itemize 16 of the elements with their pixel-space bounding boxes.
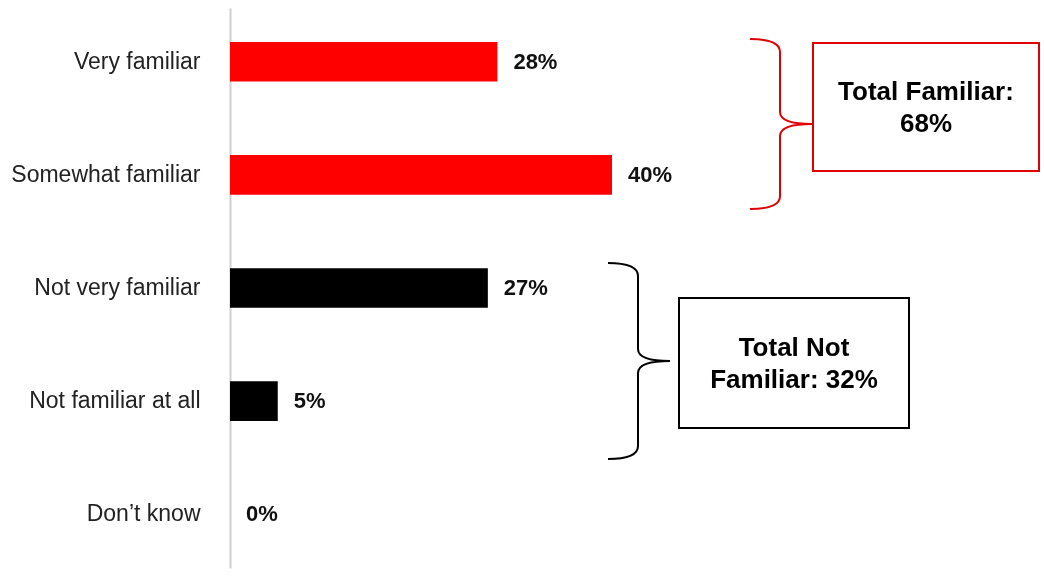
y-tick-label: Very familiar <box>73 47 201 74</box>
y-tick-label: Not very familiar <box>34 274 201 300</box>
data-label: 40% <box>628 161 673 187</box>
data-label: 27% <box>503 275 548 300</box>
y-tick-label: Somewhat familiar <box>11 160 201 187</box>
data-label: 28% <box>513 48 558 74</box>
data-label: 5% <box>293 388 326 414</box>
callout-box: Total Familiar: 68% <box>812 42 1040 172</box>
bar <box>230 41 498 82</box>
y-tick-label: Not familiar at all <box>29 387 201 414</box>
callout-box: Total Not Familiar: 32% <box>678 297 910 429</box>
bar <box>230 155 612 195</box>
bar <box>230 381 278 421</box>
data-label: 0% <box>246 501 278 527</box>
bar <box>230 268 488 308</box>
y-tick-label: Don’t know <box>86 500 201 527</box>
